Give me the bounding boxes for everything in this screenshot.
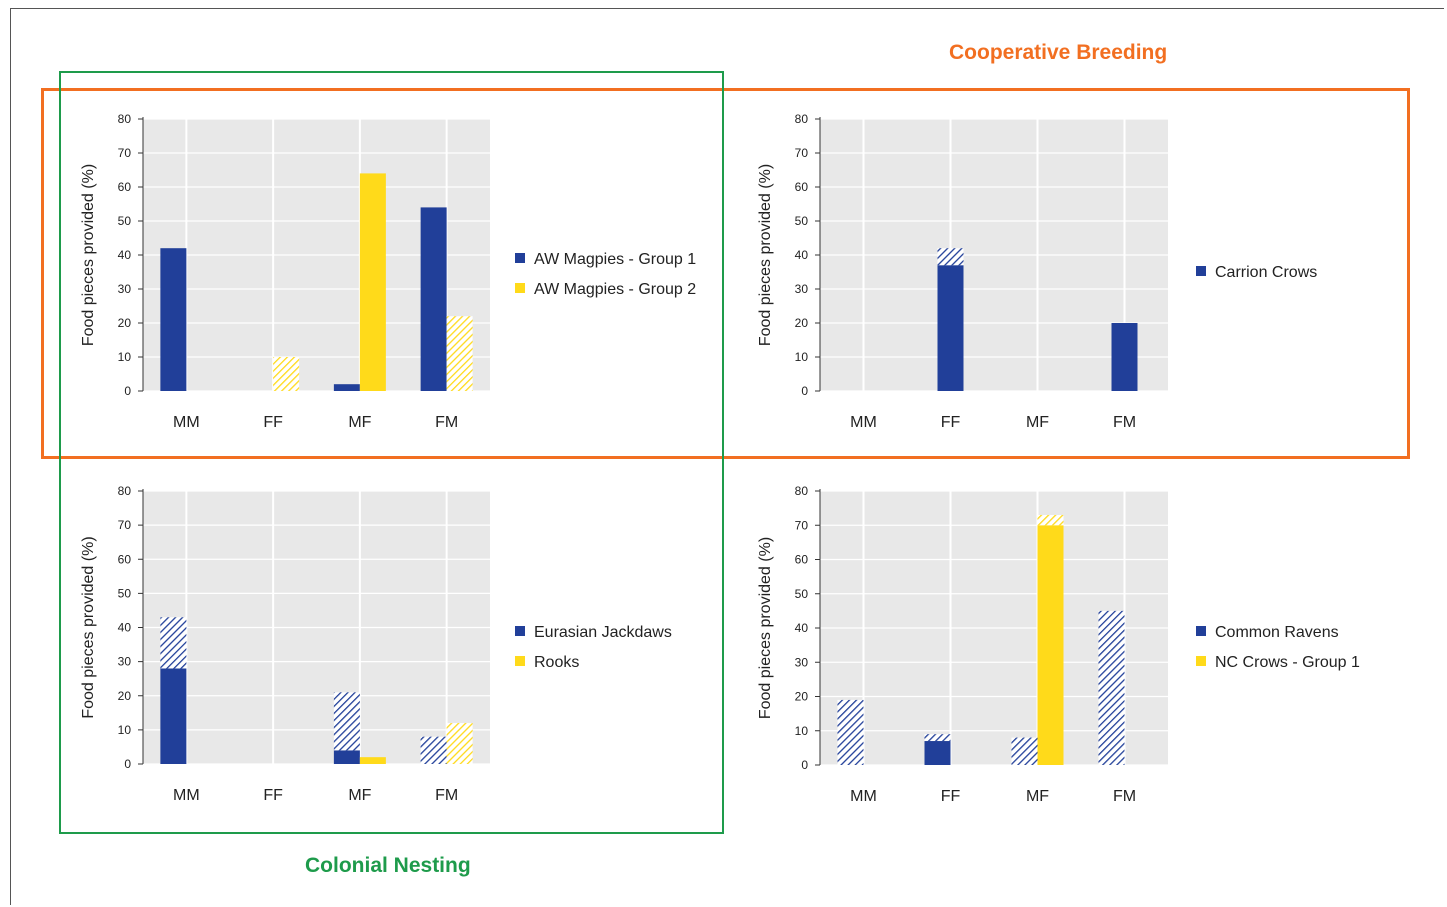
y-axis-label: Food pieces provided (%) xyxy=(80,536,97,718)
legend-label: Common Ravens xyxy=(1215,624,1339,641)
legend-swatch xyxy=(1196,656,1206,666)
x-tick-label: FF xyxy=(941,414,961,431)
y-tick-label: 20 xyxy=(118,689,132,703)
bar-solid-mm xyxy=(160,668,187,764)
x-tick-label: MM xyxy=(173,414,200,431)
y-tick-label: 30 xyxy=(795,655,809,669)
y-tick-label: 80 xyxy=(795,484,809,498)
colonial-nesting-box xyxy=(59,71,724,834)
x-tick-label: FM xyxy=(435,787,458,804)
legend-label: NC Crows - Group 1 xyxy=(1215,654,1360,671)
x-tick-label: FM xyxy=(435,414,458,431)
y-tick-label: 80 xyxy=(795,112,809,126)
y-tick-label: 10 xyxy=(795,724,809,738)
x-tick-label: FF xyxy=(263,414,283,431)
bar-solid-ff xyxy=(937,265,964,391)
y-tick-label: 40 xyxy=(795,621,809,635)
bar-hatched-mf xyxy=(1011,737,1038,765)
bar-hatched-mf xyxy=(333,692,360,751)
bar-hatched-mm xyxy=(160,617,187,669)
x-tick-label: FM xyxy=(1113,788,1136,805)
y-tick-label: 50 xyxy=(795,587,809,601)
bar-solid-fm xyxy=(1111,323,1138,391)
bar-hatched-ff xyxy=(924,734,951,742)
x-tick-label: MF xyxy=(348,787,371,804)
colonial-nesting-label: Colonial Nesting xyxy=(305,854,471,877)
x-tick-label: MF xyxy=(1026,788,1049,805)
y-tick-label: 30 xyxy=(795,282,809,296)
figure-frame xyxy=(10,8,1444,905)
y-tick-label: 80 xyxy=(118,112,132,126)
y-tick-label: 10 xyxy=(118,350,132,364)
y-tick-label: 70 xyxy=(795,146,809,160)
bar-solid-mf xyxy=(359,757,386,764)
y-tick-label: 20 xyxy=(795,316,809,330)
y-tick-label: 40 xyxy=(795,248,809,262)
bar-hatched-ff xyxy=(273,357,300,391)
x-tick-label: FF xyxy=(941,788,961,805)
y-tick-label: 30 xyxy=(118,282,132,296)
x-tick-label: MM xyxy=(850,414,877,431)
x-tick-label: MF xyxy=(1026,414,1049,431)
bar-hatched-mf xyxy=(1037,514,1064,526)
legend-swatch xyxy=(515,283,525,293)
y-tick-label: 0 xyxy=(801,758,808,772)
y-tick-label: 70 xyxy=(118,146,132,160)
x-tick-label: MF xyxy=(348,414,371,431)
y-tick-label: 40 xyxy=(118,248,132,262)
bar-solid-ff xyxy=(924,741,951,765)
legend-label: Eurasian Jackdaws xyxy=(534,624,672,641)
y-tick-label: 70 xyxy=(795,518,809,532)
y-tick-label: 10 xyxy=(118,723,132,737)
y-tick-label: 80 xyxy=(118,484,132,498)
legend-swatch xyxy=(1196,626,1206,636)
y-tick-label: 60 xyxy=(795,180,809,194)
bar-hatched-fm xyxy=(1098,610,1125,765)
y-tick-label: 0 xyxy=(801,384,808,398)
bar-solid-mf xyxy=(359,173,386,391)
y-axis-label: Food pieces provided (%) xyxy=(757,537,774,719)
legend-swatch xyxy=(1196,266,1206,276)
y-tick-label: 60 xyxy=(118,180,132,194)
cooperative-breeding-label: Cooperative Breeding xyxy=(949,41,1168,64)
bar-solid-mf xyxy=(333,384,360,391)
x-tick-label: MM xyxy=(173,787,200,804)
y-tick-label: 30 xyxy=(118,655,132,669)
bar-hatched-fm xyxy=(446,723,473,764)
y-tick-label: 0 xyxy=(124,757,131,771)
bar-solid-mm xyxy=(160,248,187,391)
y-tick-label: 20 xyxy=(118,316,132,330)
y-tick-label: 60 xyxy=(795,553,809,567)
bar-solid-fm xyxy=(420,207,447,391)
bar-hatched-mm xyxy=(837,699,864,765)
x-tick-label: FM xyxy=(1113,414,1136,431)
legend-label: AW Magpies - Group 2 xyxy=(534,281,696,298)
y-tick-label: 70 xyxy=(118,518,132,532)
y-tick-label: 60 xyxy=(118,552,132,566)
y-tick-label: 50 xyxy=(118,214,132,228)
x-tick-label: FF xyxy=(263,787,283,804)
y-tick-label: 50 xyxy=(795,214,809,228)
legend-label: Carrion Crows xyxy=(1215,264,1317,281)
y-tick-label: 10 xyxy=(795,350,809,364)
legend-swatch xyxy=(515,656,525,666)
y-tick-label: 40 xyxy=(118,621,132,635)
bar-solid-mf xyxy=(1037,525,1064,765)
y-tick-label: 20 xyxy=(795,690,809,704)
y-tick-label: 50 xyxy=(118,586,132,600)
cooperative-breeding-box xyxy=(41,88,1410,459)
x-tick-label: MM xyxy=(850,788,877,805)
legend-swatch xyxy=(515,626,525,636)
bar-hatched-fm xyxy=(420,736,447,764)
y-axis-label: Food pieces provided (%) xyxy=(80,164,97,346)
legend-label: AW Magpies - Group 1 xyxy=(534,251,696,268)
y-axis-label: Food pieces provided (%) xyxy=(757,164,774,346)
legend-label: Rooks xyxy=(534,654,579,671)
bar-hatched-ff xyxy=(937,248,964,266)
bar-solid-mf xyxy=(333,750,360,764)
legend-swatch xyxy=(515,253,525,263)
y-tick-label: 0 xyxy=(124,384,131,398)
bar-hatched-fm xyxy=(446,316,473,391)
